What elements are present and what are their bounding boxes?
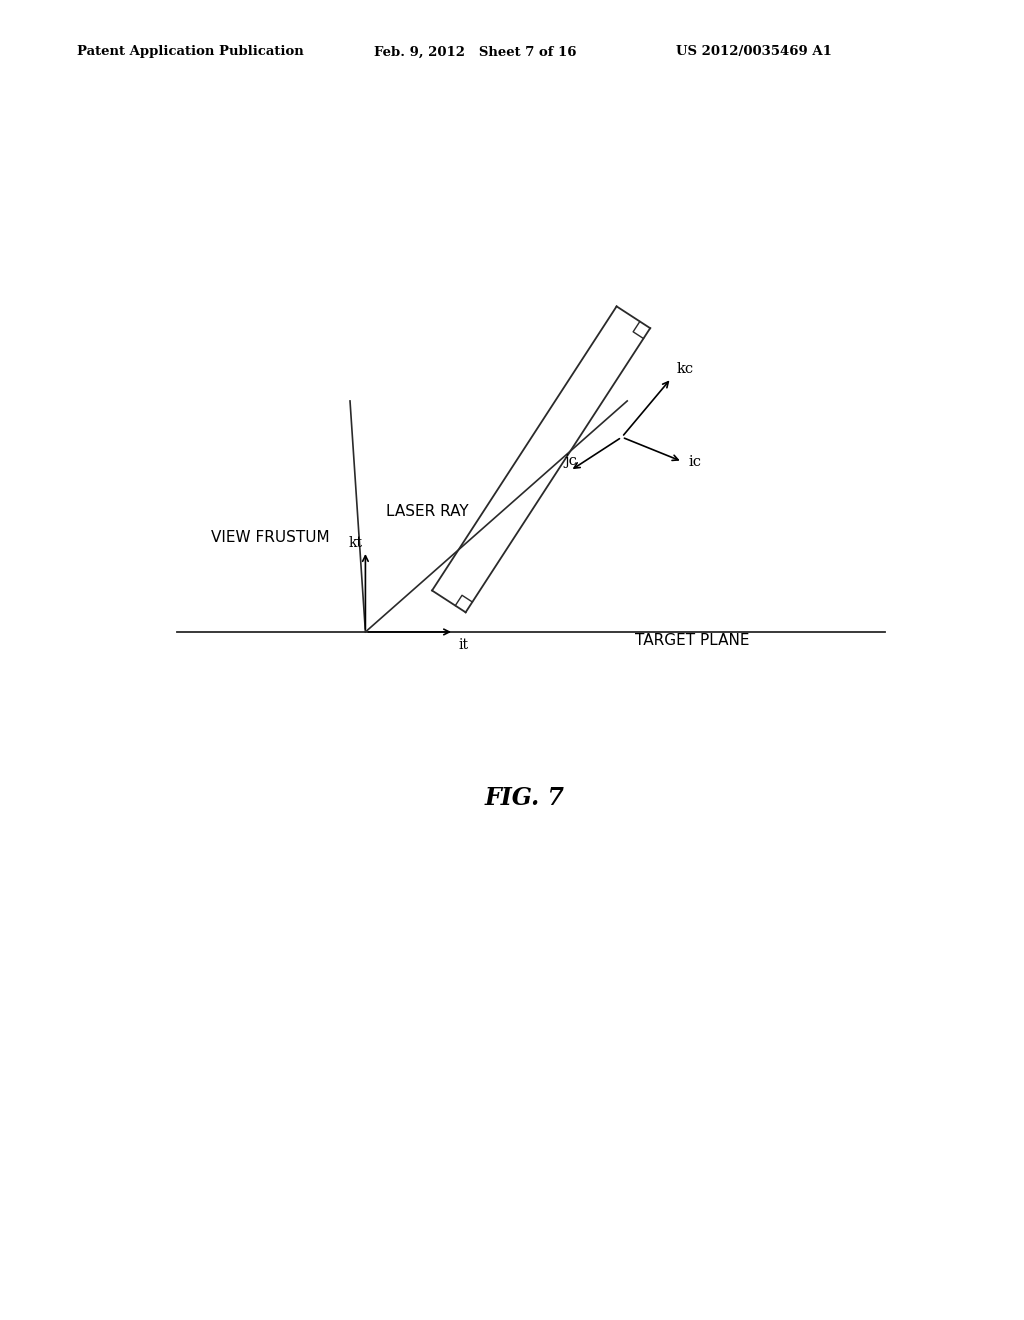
Text: ic: ic	[689, 454, 701, 469]
Text: FIG. 7: FIG. 7	[484, 787, 565, 810]
Text: jc: jc	[564, 454, 577, 467]
Text: it: it	[459, 638, 469, 652]
Text: US 2012/0035469 A1: US 2012/0035469 A1	[676, 45, 831, 58]
Text: TARGET PLANE: TARGET PLANE	[635, 634, 750, 648]
Text: LASER RAY: LASER RAY	[386, 504, 468, 520]
Text: Patent Application Publication: Patent Application Publication	[77, 45, 303, 58]
Text: kt: kt	[348, 536, 362, 550]
Text: VIEW FRUSTUM: VIEW FRUSTUM	[211, 529, 330, 545]
Text: Feb. 9, 2012   Sheet 7 of 16: Feb. 9, 2012 Sheet 7 of 16	[374, 45, 577, 58]
Text: kc: kc	[677, 362, 694, 376]
